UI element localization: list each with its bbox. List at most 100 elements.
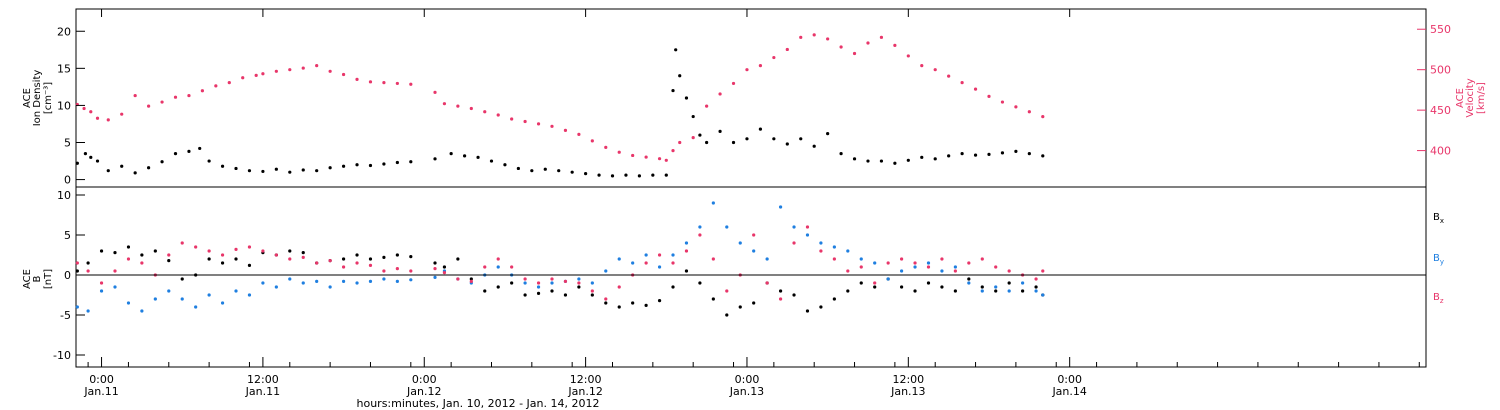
- b-point-bz: [926, 265, 931, 269]
- b-point-by: [832, 245, 836, 249]
- b-point-bx: [926, 281, 931, 285]
- velocity-point: [604, 145, 608, 149]
- velocity-point: [254, 73, 258, 77]
- b-point-bx: [220, 261, 225, 265]
- b-point-by: [409, 278, 413, 282]
- density-point: [678, 74, 682, 78]
- b-point-by: [577, 277, 581, 281]
- density-point: [718, 129, 722, 133]
- b-point-bx: [671, 285, 675, 289]
- b-point-bx: [980, 285, 984, 289]
- density-point: [261, 169, 265, 174]
- b-point-bz: [899, 257, 904, 261]
- velocity-point: [147, 104, 151, 108]
- density-point: [106, 169, 110, 173]
- b-point-bz: [382, 269, 386, 273]
- velocity-point: [947, 74, 951, 78]
- density-point: [341, 164, 346, 168]
- density-tick-label: 10: [57, 99, 71, 112]
- b-point-bz: [442, 271, 447, 275]
- b-point-bz: [126, 257, 131, 261]
- bottom-panel-frame: [75, 186, 1427, 368]
- density-point: [120, 164, 124, 168]
- b-point-by: [1041, 293, 1045, 297]
- density-tick-label: 15: [57, 62, 71, 75]
- density-point: [671, 88, 675, 93]
- date-tick-label: Jan.11: [245, 385, 280, 398]
- top-panel-data: [75, 33, 1045, 178]
- b-point-by: [604, 269, 608, 273]
- b-point-bx: [940, 285, 944, 289]
- b-point-bz: [433, 267, 437, 271]
- b-point-bx: [617, 305, 621, 309]
- b-point-bz: [395, 267, 399, 271]
- b-point-by: [153, 297, 157, 301]
- b-point-bz: [819, 249, 823, 253]
- time-tick-label: 0:00: [412, 373, 437, 386]
- velocity-point: [315, 64, 319, 68]
- velocity-ylabel-line2: Velocity: [1465, 78, 1476, 117]
- velocity-point: [89, 110, 93, 114]
- b-point-bx: [994, 289, 998, 293]
- velocity-point: [341, 72, 346, 77]
- time-tick-label: 0:00: [1057, 373, 1082, 386]
- density-point: [1027, 152, 1031, 156]
- b-point-bx: [523, 293, 527, 297]
- b-point-bz: [301, 255, 305, 259]
- velocity-point: [799, 35, 803, 39]
- b-point-bz: [409, 269, 413, 273]
- density-point: [839, 152, 843, 156]
- b-point-bx: [778, 289, 783, 293]
- b-point-bz: [725, 289, 729, 293]
- velocity-point: [106, 118, 110, 122]
- density-point: [624, 173, 628, 177]
- velocity-tick-label: 450: [1430, 104, 1451, 117]
- density-point: [530, 169, 534, 173]
- b-point-by: [631, 261, 635, 265]
- b-point-by: [536, 285, 541, 289]
- b-point-bx: [873, 285, 877, 289]
- b-point-by: [738, 241, 742, 245]
- b-point-by: [86, 309, 90, 313]
- b-point-bz: [510, 265, 514, 269]
- velocity-point: [301, 66, 305, 70]
- velocity-point: [826, 37, 830, 41]
- b-point-by: [846, 249, 850, 253]
- density-point: [933, 157, 937, 161]
- b-point-by: [288, 277, 292, 281]
- density-point: [597, 173, 601, 177]
- b-point-bx: [456, 257, 460, 261]
- density-point: [75, 161, 79, 165]
- b-point-by: [328, 285, 332, 289]
- b-point-bz: [220, 253, 225, 257]
- density-point: [173, 152, 178, 156]
- b-point-by: [778, 205, 783, 209]
- velocity-point: [120, 112, 124, 116]
- velocity-point: [866, 41, 870, 45]
- b-point-by: [523, 281, 527, 285]
- velocity-point: [241, 76, 245, 80]
- time-tick-label: 12:00: [892, 373, 924, 386]
- b-point-by: [617, 257, 621, 261]
- b-point-bx: [550, 289, 554, 293]
- b-point-by: [1034, 289, 1038, 293]
- density-point: [705, 140, 709, 145]
- b-point-bz: [483, 265, 487, 269]
- b-point-bz: [99, 281, 104, 285]
- density-point: [476, 155, 480, 159]
- b-point-bz: [86, 269, 90, 273]
- b-point-bx: [859, 281, 863, 285]
- density-point: [826, 132, 830, 136]
- b-point-bz: [550, 277, 554, 281]
- velocity-point: [745, 68, 749, 72]
- legend-bx-sub: x: [1440, 217, 1444, 225]
- b-tick-label: 0: [64, 269, 71, 282]
- density-ylabel-line3: [cm⁻³]: [43, 82, 54, 114]
- velocity-point: [496, 113, 500, 117]
- b-point-bx: [913, 289, 917, 293]
- date-tick-label: Jan.14: [1051, 385, 1086, 398]
- legend-bz-base: B: [1433, 292, 1440, 303]
- b-point-by: [671, 253, 675, 257]
- b-point-bx: [395, 253, 399, 257]
